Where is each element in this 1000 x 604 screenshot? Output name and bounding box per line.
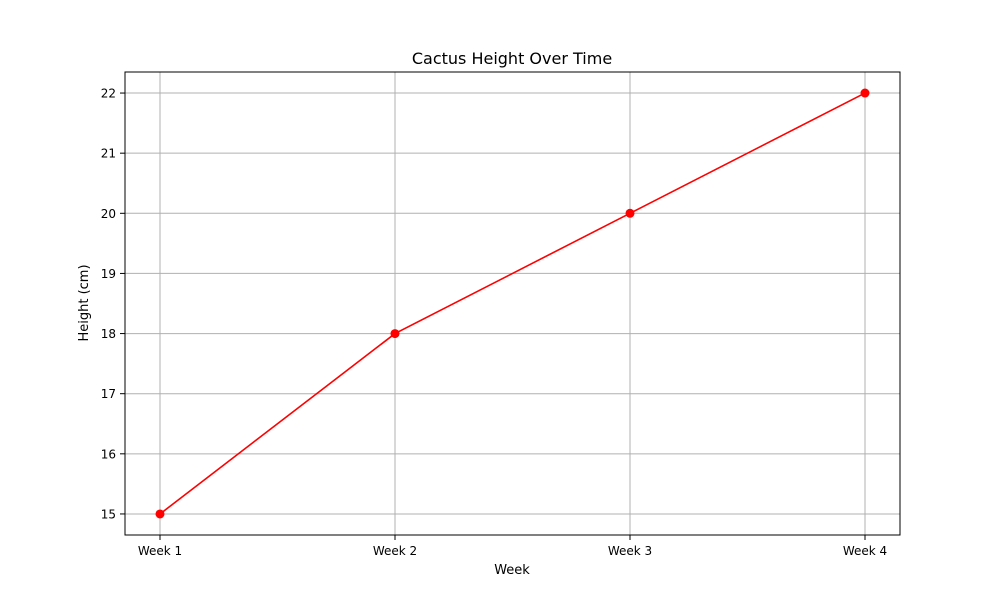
y-tick-label: 18 bbox=[101, 327, 116, 341]
data-point bbox=[625, 208, 635, 218]
y-tick-label: 20 bbox=[101, 207, 116, 221]
y-tick-label: 22 bbox=[101, 87, 116, 101]
y-axis-label: Height (cm) bbox=[77, 264, 92, 341]
y-tick-label: 16 bbox=[101, 447, 116, 461]
series-line bbox=[159, 92, 866, 515]
series-layer bbox=[155, 88, 870, 519]
data-point bbox=[155, 509, 165, 519]
x-tick-label: Week 4 bbox=[843, 544, 887, 558]
axis-ticks: Week 1 Week 2 Week 3 Week 4 15 16 17 18 19 20 21 22 bbox=[101, 87, 887, 558]
x-tick-label: Week 2 bbox=[373, 544, 417, 558]
y-tick-label: 17 bbox=[101, 387, 116, 401]
plot-area-frame bbox=[124, 71, 901, 536]
y-tick-label: 15 bbox=[101, 507, 116, 521]
y-tick-label: 19 bbox=[101, 267, 116, 281]
x-axis-label: Week bbox=[494, 563, 530, 578]
x-tick-label: Week 1 bbox=[138, 544, 182, 558]
chart-title: Cactus Height Over Time bbox=[412, 49, 612, 68]
data-point bbox=[390, 329, 400, 339]
x-tick-label: Week 3 bbox=[608, 544, 652, 558]
y-tick-label: 21 bbox=[101, 147, 116, 161]
data-point bbox=[860, 88, 870, 98]
